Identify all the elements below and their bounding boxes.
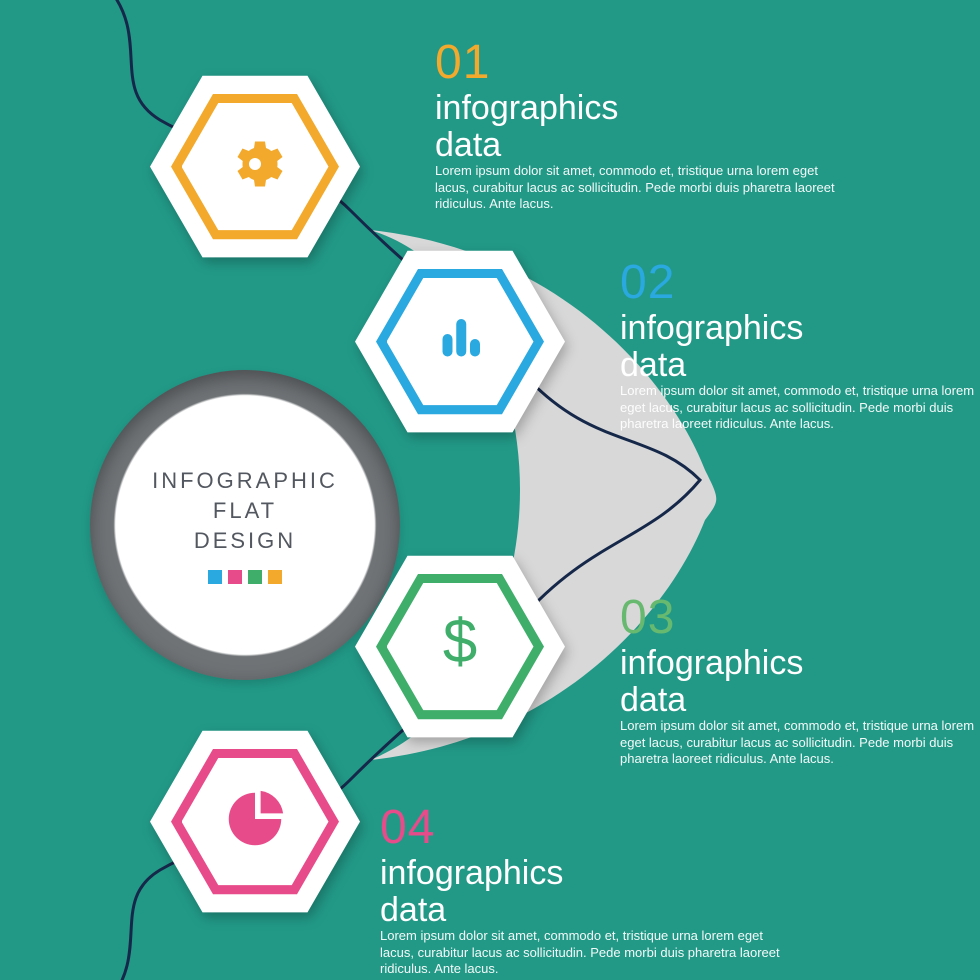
swatch [208, 570, 222, 584]
info-block-3: 03 infographicsdata Lorem ipsum dolor si… [620, 590, 980, 767]
hexagon-bars [355, 245, 565, 438]
center-title-line: FLAT [152, 496, 338, 526]
center-title-line: DESIGN [152, 526, 338, 556]
block-heading: infographicsdata [620, 310, 980, 383]
swatch [228, 570, 242, 584]
hexagon-gear [150, 70, 360, 263]
block-body: Lorem ipsum dolor sit amet, commodo et, … [435, 163, 855, 212]
hex-outer: $ [355, 550, 565, 743]
hexagon-dollar: $ [355, 550, 565, 743]
infographic-canvas: INFOGRAPHIC FLAT DESIGN $ [0, 0, 980, 980]
swatch [268, 570, 282, 584]
hex-outer [150, 725, 360, 918]
center-title: INFOGRAPHIC FLAT DESIGN [152, 466, 338, 555]
block-number: 03 [620, 590, 980, 645]
gear-icon [225, 134, 285, 199]
svg-text:$: $ [443, 609, 477, 677]
dollar-icon: $ [435, 609, 485, 684]
center-circle: INFOGRAPHIC FLAT DESIGN [90, 370, 400, 680]
pie-icon [225, 789, 285, 854]
center-title-line: INFOGRAPHIC [152, 466, 338, 496]
swatch [248, 570, 262, 584]
block-heading: infographicsdata [435, 90, 855, 163]
color-swatches [208, 570, 282, 584]
block-number: 04 [380, 800, 800, 855]
center-circle-inner: INFOGRAPHIC FLAT DESIGN [149, 429, 341, 621]
block-heading: infographicsdata [380, 855, 800, 928]
bars-icon [430, 309, 490, 374]
hexagon-pie [150, 725, 360, 918]
info-block-2: 02 infographicsdata Lorem ipsum dolor si… [620, 255, 980, 432]
hex-outer [150, 70, 360, 263]
block-heading: infographicsdata [620, 645, 980, 718]
block-number: 02 [620, 255, 980, 310]
info-block-4: 04 infographicsdata Lorem ipsum dolor si… [380, 800, 800, 977]
block-body: Lorem ipsum dolor sit amet, commodo et, … [620, 718, 980, 767]
block-body: Lorem ipsum dolor sit amet, commodo et, … [380, 928, 800, 977]
info-block-1: 01 infographicsdata Lorem ipsum dolor si… [435, 35, 855, 212]
block-number: 01 [435, 35, 855, 90]
hex-outer [355, 245, 565, 438]
block-body: Lorem ipsum dolor sit amet, commodo et, … [620, 383, 980, 432]
